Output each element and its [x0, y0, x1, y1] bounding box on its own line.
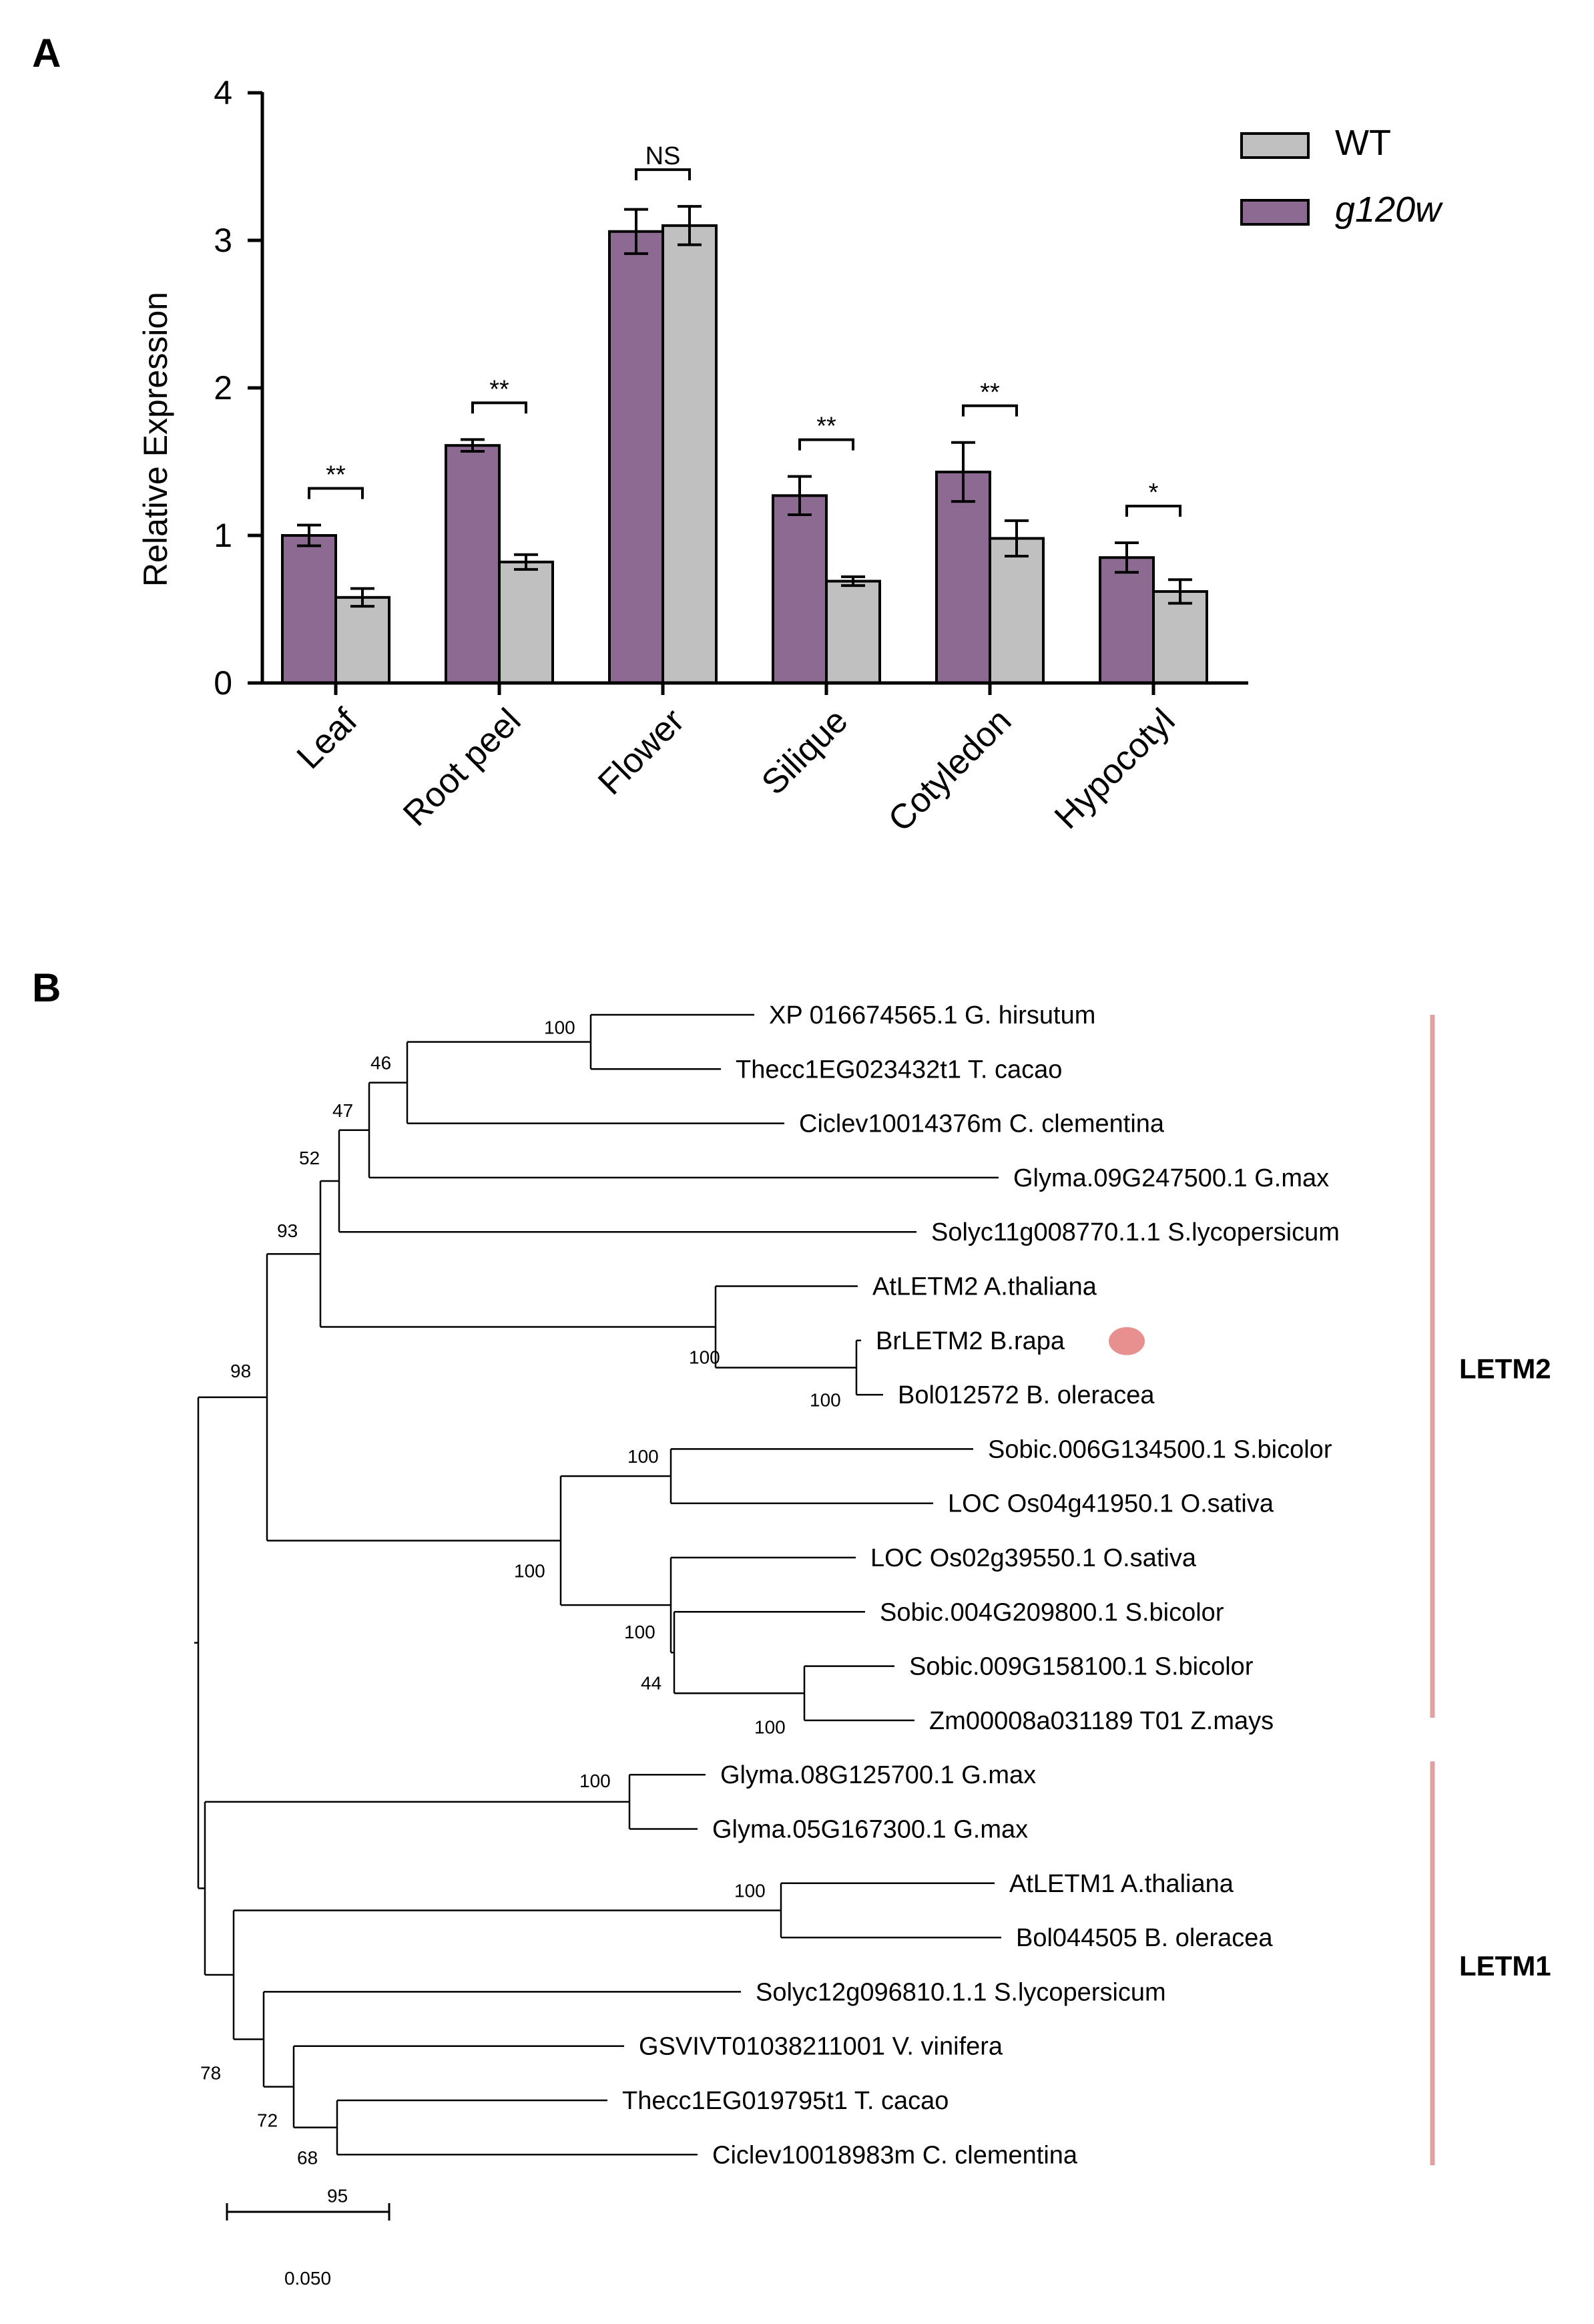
clade-label-letm1: LETM1	[1459, 1950, 1551, 1982]
significance-label: **	[816, 413, 836, 441]
legend-label: g120w	[1335, 190, 1443, 230]
tree-leaf-label: Zm00008a031189 T01 Z.mays	[929, 1707, 1274, 1735]
significance-bracket	[471, 401, 527, 414]
bar-g120w	[445, 444, 501, 684]
bar-g120w	[935, 470, 991, 684]
significance-label: **	[326, 461, 346, 489]
bootstrap-value: 95	[327, 2186, 348, 2206]
tree-leaf-label: Sobic.004G209800.1 S.bicolor	[880, 1598, 1224, 1626]
bootstrap-value: 93	[277, 1220, 298, 1241]
tree-leaf-label: Glyma.08G125700.1 G.max	[720, 1761, 1036, 1789]
bootstrap-value: 100	[544, 1017, 575, 1038]
bootstrap-value: 47	[332, 1100, 353, 1121]
bar-wt	[498, 560, 554, 685]
bootstrap-value: 72	[257, 2110, 278, 2131]
bootstrap-value: 100	[689, 1347, 720, 1367]
significance-markers: ****NS*****	[308, 142, 1181, 517]
bootstrap-value: 100	[734, 1880, 766, 1901]
y-ticks: 0 1 2 3 4	[214, 74, 262, 702]
y-axis-label: Relative Expression	[137, 292, 174, 587]
bar-g120w	[281, 534, 337, 684]
legend-swatch	[1240, 199, 1310, 226]
bar-g120w	[772, 494, 828, 685]
bar-g120w	[1099, 556, 1155, 685]
significance-bracket	[308, 487, 364, 499]
bootstrap-value: 44	[641, 1672, 661, 1693]
bootstrap-value: 100	[579, 1771, 611, 1791]
tree-leaf-label: Solyc12g096810.1.1 S.lycopersicum	[756, 1978, 1166, 2006]
bar-wt	[825, 579, 881, 685]
clade-label-letm2: LETM2	[1459, 1353, 1551, 1384]
tree-leaf-label: GSVIVT01038211001 V. vinifera	[639, 2033, 1003, 2061]
tree-leaf-label: BrLETM2 B.rapa	[876, 1327, 1065, 1355]
bar-wt	[661, 224, 718, 684]
clade-annotations: LETM2 LETM1	[1430, 1015, 1551, 2166]
bootstrap-value: 100	[514, 1561, 545, 1582]
tree-leaf-label: Glyma.09G247500.1 G.max	[1013, 1164, 1329, 1192]
bar-wt	[334, 596, 390, 684]
tree-leaf-label: Ciclev10018983m C. clementina	[712, 2141, 1078, 2169]
tree-leaf-labels: XP 016674565.1 G. hirsutum Thecc1EG023432…	[622, 1001, 1340, 2169]
bar-group	[281, 205, 1208, 685]
tree-leaf-label: LOC Os02g39550.1 O.sativa	[870, 1544, 1197, 1572]
tree-leaf-label: XP 016674565.1 G. hirsutum	[769, 1001, 1095, 1029]
panel-b-label: B	[32, 965, 61, 1010]
tree-leaf-label: Sobic.006G134500.1 S.bicolor	[988, 1435, 1332, 1463]
tree-branches	[194, 1013, 1001, 2156]
tree-leaf-label: Sobic.009G158100.1 S.bicolor	[909, 1653, 1254, 1681]
panel-a-label: A	[32, 31, 61, 75]
tree-leaf-label: LOC Os04g41950.1 O.sativa	[948, 1490, 1274, 1518]
tree-leaf-label: Solyc11g008770.1.1 S.lycopersicum	[931, 1218, 1340, 1246]
tree-leaf-label: Thecc1EG023432t1 T. cacao	[736, 1056, 1062, 1084]
legend-label: WT	[1335, 123, 1391, 163]
scale-bar: 0.050	[226, 2203, 390, 2289]
tree-leaf-label: AtLETM1 A.thaliana	[1009, 1870, 1234, 1898]
significance-label: **	[980, 379, 1000, 407]
bar-g120w	[608, 230, 664, 684]
bootstrap-values: 100 46 47 52 93 98 100 100 100 100 100 44 100 100 100 7…	[200, 1017, 841, 2206]
bar-wt	[1152, 590, 1208, 684]
significance-bracket	[798, 438, 854, 451]
y-tick-label: 3	[214, 222, 232, 259]
y-tick-label: 0	[214, 664, 232, 702]
y-tick-label: 4	[214, 74, 232, 111]
tree-leaf-label: Glyma.05G167300.1 G.max	[712, 1816, 1028, 1844]
legend-swatch	[1240, 132, 1310, 159]
bootstrap-value: 68	[297, 2148, 318, 2168]
bootstrap-value: 78	[200, 2063, 221, 2084]
phylogenetic-tree: XP 016674565.1 G. hirsutum Thecc1EG023432…	[194, 1001, 1551, 2289]
bootstrap-value: 100	[810, 1389, 841, 1410]
tree-leaf-label: Bol044505 B. oleracea	[1016, 1924, 1273, 1952]
tree-leaf-label: Bol012572 B. oleracea	[898, 1381, 1155, 1409]
highlight-marker	[1109, 1327, 1145, 1355]
significance-bracket	[635, 168, 691, 181]
bootstrap-value: 98	[230, 1361, 251, 1381]
bootstrap-value: 100	[624, 1622, 655, 1642]
bootstrap-value: 100	[754, 1716, 786, 1737]
significance-bracket	[962, 404, 1018, 417]
bootstrap-value: 100	[627, 1446, 659, 1467]
bootstrap-value: 52	[299, 1148, 320, 1168]
scale-bar-label: 0.050	[284, 2268, 331, 2289]
tree-leaf-label: AtLETM2 A.thaliana	[872, 1273, 1097, 1301]
significance-label: NS	[645, 142, 681, 170]
y-tick-label: 2	[214, 369, 232, 407]
tree-leaf-label: Thecc1EG019795t1 T. cacao	[622, 2087, 949, 2115]
significance-label: *	[1149, 479, 1159, 507]
tree-leaf-label: Ciclev10014376m C. clementina	[799, 1110, 1165, 1138]
legend: WT g120w	[1240, 123, 1443, 230]
bootstrap-value: 46	[370, 1053, 391, 1074]
significance-bracket	[1125, 505, 1181, 517]
y-tick-label: 1	[214, 517, 232, 554]
significance-label: **	[489, 375, 509, 403]
bar-wt	[989, 537, 1045, 684]
